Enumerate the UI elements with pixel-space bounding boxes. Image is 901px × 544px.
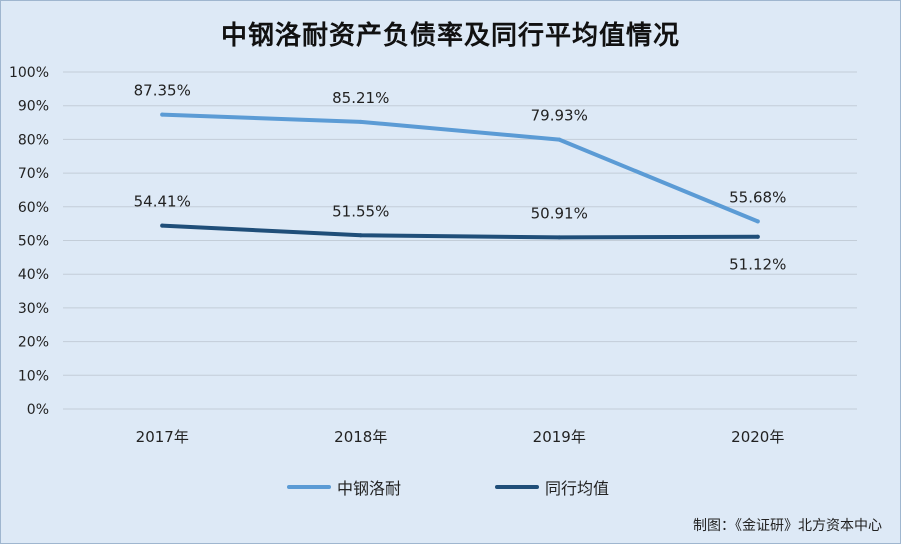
y-tick-label: 100% [9, 65, 49, 81]
y-tick-label: 0% [27, 402, 49, 418]
y-tick-label: 60% [18, 200, 49, 216]
y-tick-label: 30% [18, 301, 49, 317]
data-point [755, 219, 760, 224]
x-tick-label: 2017年 [136, 428, 189, 446]
series-line-1 [160, 112, 760, 224]
y-tick-label: 20% [18, 335, 49, 351]
legend-swatch-series-2 [495, 485, 539, 489]
legend-item-series-2: 同行均值 [495, 475, 609, 499]
data-label: 54.41% [134, 193, 191, 211]
y-tick-label: 40% [18, 267, 49, 283]
data-point [557, 235, 562, 240]
y-tick-label: 50% [18, 234, 49, 250]
data-label: 79.93% [531, 107, 588, 125]
data-point [160, 223, 165, 228]
data-point [557, 137, 562, 142]
data-label: 51.55% [332, 202, 389, 220]
y-tick-label: 70% [18, 166, 49, 182]
source-credit: 制图：《金证研》北方资本中心 [693, 518, 882, 534]
legend: 中钢洛耐 同行均值 [1, 475, 900, 503]
x-tick-label: 2020年 [731, 428, 784, 446]
data-label: 50.91% [531, 204, 588, 222]
y-tick-label: 10% [18, 368, 49, 384]
data-label: 51.12% [729, 256, 786, 274]
x-tick-label: 2019年 [533, 428, 586, 446]
y-tick-label: 90% [18, 99, 49, 115]
data-label: 55.68% [729, 188, 786, 206]
legend-label-series-2: 同行均值 [545, 479, 610, 498]
data-label: 87.35% [134, 82, 191, 100]
y-tick-label: 80% [18, 132, 49, 148]
data-label: 85.21% [332, 89, 389, 107]
legend-swatch-series-1 [287, 485, 331, 489]
chart-title: 中钢洛耐资产负债率及同行平均值情况 [220, 21, 680, 51]
series-line-2 [160, 223, 760, 240]
data-point [358, 119, 363, 124]
data-point [160, 112, 165, 117]
legend-item-series-1: 中钢洛耐 [287, 475, 401, 499]
data-point [358, 233, 363, 238]
data-point [755, 234, 760, 239]
x-tick-label: 2018年 [334, 428, 387, 446]
legend-label-series-1: 中钢洛耐 [337, 479, 402, 498]
